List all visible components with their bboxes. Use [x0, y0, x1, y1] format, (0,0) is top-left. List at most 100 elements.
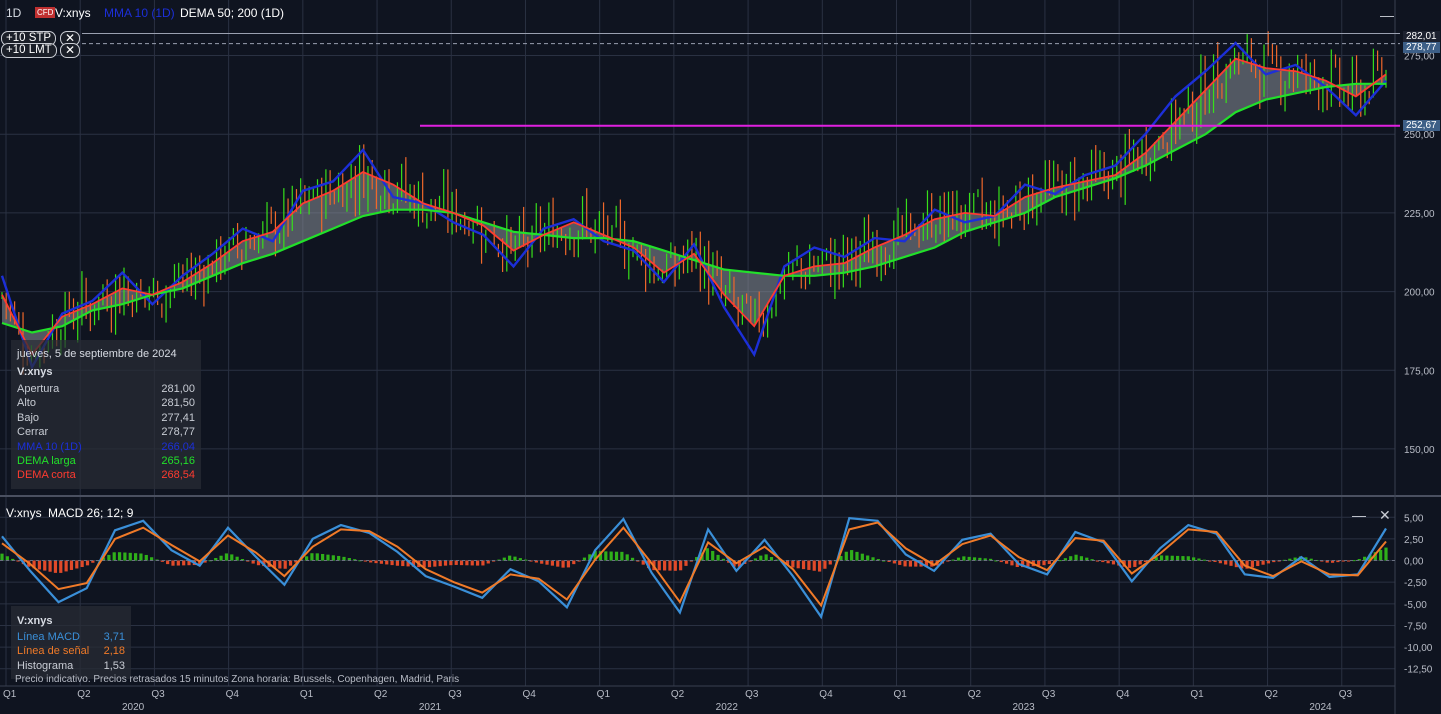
legend-value: 277,41: [161, 411, 195, 424]
legend-label: Línea de señal: [17, 645, 90, 658]
macd-histogram-bar: [1138, 560, 1142, 565]
interval-label[interactable]: 1D: [6, 6, 22, 20]
macd-histogram-bar: [160, 560, 164, 562]
macd-histogram-bar: [903, 560, 907, 567]
macd-histogram-bar: [123, 552, 127, 561]
macd-histogram-bar: [1229, 560, 1233, 566]
macd-title[interactable]: MACD 26; 12; 9: [48, 506, 134, 520]
macd-histogram-bar: [994, 560, 998, 562]
macd-histogram-bar: [182, 560, 186, 566]
macd-histogram-bar: [304, 556, 309, 561]
macd-histogram-bar: [1170, 555, 1174, 561]
order-limit-pill[interactable]: +10 LMT: [1, 43, 57, 58]
close-icon[interactable]: ✕: [1379, 507, 1391, 523]
macd-histogram-bar: [1218, 560, 1222, 564]
macd-histogram-bar: [529, 560, 533, 562]
price-tick-label: 200,00: [1404, 288, 1435, 299]
macd-histogram-bar: [187, 560, 191, 566]
macd-histogram-bar: [513, 556, 517, 561]
quarter-label: Q4: [226, 689, 240, 700]
indicator-lines: [0, 41, 1387, 371]
macd-symbol[interactable]: V:xnys: [6, 506, 42, 520]
order-stop-pill[interactable]: +10 STP: [1, 31, 57, 46]
price-tick-label: 150,00: [1404, 445, 1435, 456]
macd-histogram-bar: [363, 560, 367, 562]
quarter-label: Q2: [374, 689, 388, 700]
macd-histogram-bar: [59, 560, 63, 573]
macd-histogram-bar: [321, 553, 325, 561]
macd-histogram-bar: [817, 560, 822, 572]
macd-histogram-bar: [962, 556, 966, 561]
macd-histogram-bar: [475, 560, 480, 566]
symbol-label[interactable]: V:xnys: [55, 6, 91, 20]
legend-label: MMA 10 (1D): [17, 440, 82, 453]
macd-histogram-bar: [630, 557, 635, 561]
legend-label: Bajo: [17, 411, 40, 424]
macd-histogram-bar: [721, 558, 725, 561]
indicator-dema-label[interactable]: DEMA 50; 200 (1D): [180, 6, 285, 20]
macd-histogram-bar: [550, 560, 554, 566]
macd-histogram-bar: [379, 560, 383, 564]
macd-histogram-bar: [390, 560, 394, 566]
macd-histogram-bar: [449, 560, 453, 566]
macd-histogram-bar: [1352, 560, 1356, 562]
macd-histogram-bar: [133, 553, 138, 561]
macd-histogram-bar: [839, 555, 843, 561]
macd-histogram-bar: [593, 551, 597, 561]
macd-histogram-bar: [347, 558, 351, 561]
macd-histogram-bar: [753, 558, 758, 561]
macd-histogram-bar: [1005, 560, 1009, 564]
price-tick-label: 250,00: [1404, 130, 1435, 141]
macd-histogram-bar: [1256, 560, 1260, 567]
macd-histogram-bar: [540, 560, 544, 564]
macd-histogram-bar: [572, 560, 576, 565]
macd-histogram-bar: [1175, 555, 1180, 561]
legend-value: 265,16: [161, 454, 195, 467]
macd-histogram-bar: [331, 555, 335, 561]
macd-histogram-bar: [1304, 557, 1308, 561]
quarter-label: Q3: [1042, 689, 1056, 700]
macd-histogram-bar: [1095, 560, 1100, 562]
minimize-icon[interactable]: —: [1352, 507, 1366, 523]
macd-histogram-bar: [37, 560, 42, 570]
macd-histogram-bar: [486, 560, 490, 564]
macd-histogram-bar: [1224, 560, 1228, 565]
legend-row: DEMA larga 265,16: [17, 454, 195, 468]
legend-value: 266,04: [161, 440, 195, 453]
macd-legend-row: Línea MACD 3,71: [17, 630, 125, 644]
mma10-line: [0, 41, 1387, 371]
price-tag-level: 252,67: [1403, 120, 1440, 131]
macd-histogram-bar: [1213, 560, 1217, 562]
macd-histogram-bar: [422, 560, 426, 568]
macd-histogram-bar: [796, 560, 800, 569]
macd-histogram-bar: [481, 560, 485, 566]
indicator-mma-label[interactable]: MMA 10 (1D): [104, 6, 175, 20]
macd-histogram-bar: [609, 551, 613, 561]
macd-histogram-bar: [1042, 560, 1046, 566]
macd-histogram-bar: [807, 560, 811, 570]
price-tag-limit: 278,77: [1403, 42, 1440, 53]
macd-histogram-bar: [64, 560, 68, 572]
dema-fill: [2, 58, 1386, 355]
legend-label: DEMA larga: [17, 454, 76, 467]
macd-histogram-bar: [785, 560, 790, 565]
macd-tick-label: -7,50: [1404, 621, 1427, 632]
macd-histogram-bar: [224, 553, 229, 561]
macd-histogram-bar: [235, 556, 239, 561]
quarter-label: Q2: [968, 689, 982, 700]
macd-histogram-bar: [310, 553, 314, 561]
macd-histogram-bar: [641, 560, 645, 565]
quarter-label: Q1: [597, 689, 611, 700]
macd-histogram-bar: [871, 557, 875, 561]
macd-histogram-bar: [326, 554, 330, 561]
quarter-label: Q4: [819, 689, 833, 700]
macd-histogram-bar: [166, 560, 170, 565]
close-icon[interactable]: ✕: [60, 43, 80, 58]
macd-histogram-bar: [518, 558, 522, 561]
minimize-icon[interactable]: —: [1380, 7, 1394, 23]
macd-histogram-bar: [716, 554, 720, 561]
legend-row: Alto 281,50: [17, 396, 195, 410]
quarter-label: Q4: [522, 689, 536, 700]
macd-histogram-bar: [887, 560, 891, 562]
